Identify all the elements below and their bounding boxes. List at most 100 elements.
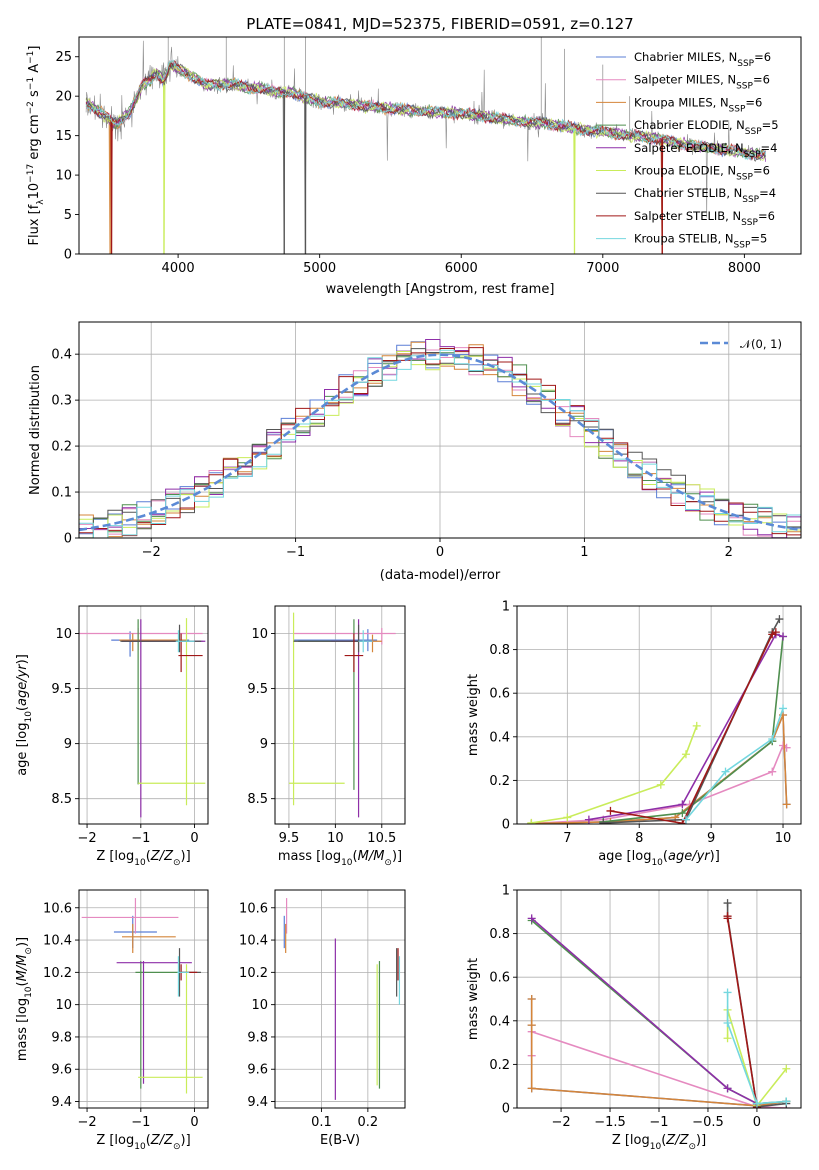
y-tick-label: 5 — [64, 208, 72, 223]
x-tick-label: 0.1 — [311, 1115, 332, 1130]
label-part: λ — [36, 199, 46, 205]
label-part: SSP — [744, 150, 761, 160]
y-tick-label: 9.8 — [247, 1030, 268, 1045]
panel-mass_vs_EBV: 0.1 0.2 9.4 9.6 9.8 10 10.2 10.4 10.6 E(B-V) — [239, 889, 406, 1148]
label-part: ⊙ — [24, 947, 34, 955]
x-axis-label: wavelength [Angstrom, rest frame] — [326, 282, 555, 297]
label-part: ( — [146, 1133, 151, 1148]
x-axis-label: Z [log10(Z/Z⊙)] — [96, 1133, 190, 1152]
y-tick-label: 0.2 — [489, 1058, 510, 1073]
axes-frame — [78, 36, 802, 255]
x-tick-label: 7 — [563, 831, 571, 846]
label-part: SSP — [742, 195, 759, 205]
label-part: mass [log — [15, 998, 30, 1061]
axes-frame — [78, 889, 209, 1109]
weight-line-salpeter-stelib — [726, 916, 758, 1108]
weight-marker-kroupa-miles — [782, 800, 791, 809]
label-part: =5 — [750, 232, 767, 246]
y-tick-label: 9.4 — [51, 1095, 72, 1110]
y-tick-label: 0.8 — [489, 927, 510, 942]
label-part: Flux [f — [27, 204, 42, 245]
x-tick-label: −2 — [142, 545, 161, 560]
y-tick-label: 0 — [502, 1102, 510, 1117]
weight-marker-kroupa-elodie — [681, 750, 690, 759]
y-tick-label: 10.6 — [43, 901, 72, 916]
y-tick-label: 0.3 — [51, 394, 72, 409]
label-part: =6 — [754, 50, 771, 64]
y-tick-label: 0.4 — [489, 1014, 510, 1029]
y-tick-label: 9.5 — [51, 682, 72, 697]
x-tick-label: 1 — [580, 545, 588, 560]
panel-spectrum: 4000 5000 6000 7000 8000 0 5 10 15 20 25 wavelength… — [26, 36, 802, 297]
label-part: 10 — [24, 711, 34, 723]
label-part: age/yr — [15, 663, 30, 706]
label-part: Z [log — [96, 1133, 134, 1148]
x-tick-label: −2 — [77, 831, 96, 846]
weight-marker-salpeter-elodie — [678, 800, 687, 809]
legend-label-salpeter-stelib: Salpeter STELIB, NSSP=6 — [634, 209, 775, 228]
weight-marker-salpeter-elodie — [723, 1084, 732, 1093]
weight-marker-kroupa-elodie — [527, 818, 536, 824]
weight-marker-kroupa-elodie — [656, 780, 665, 789]
label-part: s — [27, 90, 42, 101]
weight-line-kroupa-miles — [531, 714, 788, 824]
y-tick-label: 1 — [502, 600, 510, 615]
weight-marker-kroupa-stelib — [782, 1097, 791, 1106]
label-part: A — [27, 64, 42, 77]
x-axis-label: E(B-V) — [320, 1133, 360, 1148]
y-tick-label: 10 — [55, 998, 72, 1013]
x-tick-label: 0 — [190, 831, 198, 846]
label-part: age/yr — [668, 849, 711, 864]
label-part: ( — [146, 849, 151, 864]
weight-marker-kroupa-stelib — [752, 1099, 761, 1108]
label-part: Z/Z — [665, 1133, 689, 1148]
y-tick-label: 8.5 — [51, 792, 72, 807]
weight-marker-kroupa-stelib — [723, 988, 732, 997]
y-axis-label: mass [log10(M/M⊙)] — [15, 937, 34, 1061]
gaussian-curve — [79, 353, 801, 532]
weight-marker-chabrier-stelib — [775, 615, 784, 624]
label-part: =6 — [745, 95, 762, 109]
y-tick-label: 0.2 — [489, 774, 510, 789]
plot-area — [85, 37, 766, 254]
label-part: =4 — [761, 141, 778, 155]
x-tick-label: 7000 — [586, 261, 619, 276]
plot-area — [288, 612, 396, 818]
label-part: ( — [15, 706, 30, 711]
label-part: −2 — [26, 101, 36, 114]
weight-marker-kroupa-elodie — [692, 721, 701, 730]
x-tick-label: 0 — [436, 545, 444, 560]
y-tick-label: 20 — [55, 90, 72, 105]
label-part: age [log — [598, 849, 651, 864]
x-tick-label: −1 — [131, 831, 150, 846]
y-tick-label: 15 — [55, 129, 72, 144]
y-tick-label: 10.4 — [239, 934, 268, 949]
label-part: ( — [661, 1133, 666, 1148]
label-part: SSP — [736, 82, 753, 92]
plot-area — [79, 339, 801, 538]
weight-marker-chabrier-stelib — [599, 818, 608, 824]
label-part: ] — [27, 46, 42, 51]
x-tick-label: 0.2 — [358, 1115, 379, 1130]
y-tick-label: 8.5 — [247, 792, 268, 807]
label-part: Z/Z — [150, 849, 174, 864]
label-part: SSP — [737, 59, 754, 69]
x-tick-label: −1 — [286, 545, 305, 560]
x-tick-label: 10 — [327, 831, 344, 846]
label-part: SSP — [741, 218, 758, 228]
y-tick-label: 10.6 — [239, 901, 268, 916]
weight-marker-chabrier-elodie — [678, 809, 687, 818]
weight-marker-chabrier-stelib — [723, 899, 732, 908]
model-line-kroupa-miles — [85, 60, 766, 254]
axes-frame — [274, 889, 406, 1109]
weight-line-chabrier-elodie — [603, 636, 784, 823]
x-axis-label: Z [log10(Z/Z⊙)] — [96, 849, 190, 868]
x-tick-label: 6000 — [445, 261, 478, 276]
label-part: 10 — [650, 1142, 662, 1152]
x-tick-label: −2 — [551, 1115, 570, 1130]
label-part: ( — [15, 981, 30, 986]
label-part: )] — [392, 849, 402, 864]
